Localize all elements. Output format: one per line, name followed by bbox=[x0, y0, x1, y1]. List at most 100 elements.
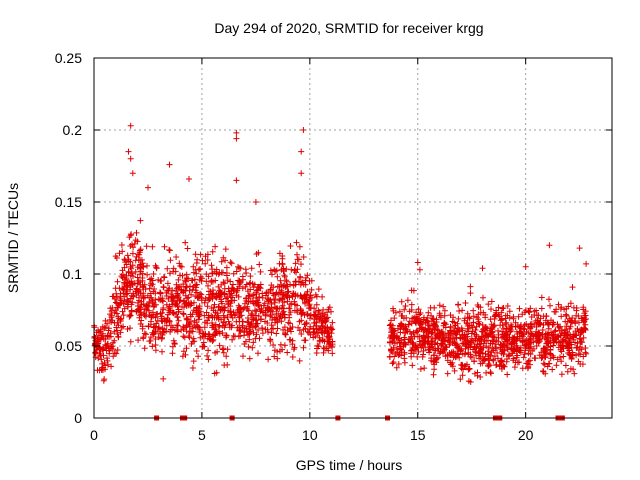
data-point bbox=[212, 349, 219, 356]
data-point bbox=[268, 329, 275, 336]
y-tick-label: 0.15 bbox=[55, 194, 82, 210]
data-point bbox=[99, 323, 106, 330]
data-point bbox=[269, 308, 276, 315]
data-point bbox=[250, 339, 257, 346]
data-point bbox=[279, 295, 286, 302]
data-point bbox=[202, 331, 209, 338]
data-point bbox=[583, 350, 590, 357]
data-point bbox=[319, 293, 326, 300]
data-point bbox=[575, 358, 582, 365]
data-point bbox=[491, 313, 498, 320]
data-point bbox=[425, 326, 432, 333]
data-point bbox=[255, 249, 262, 256]
data-point bbox=[210, 304, 217, 311]
data-point bbox=[183, 315, 190, 322]
data-point bbox=[566, 335, 573, 342]
data-point bbox=[484, 327, 490, 334]
data-point bbox=[307, 312, 314, 319]
data-point bbox=[487, 352, 494, 359]
data-point bbox=[516, 305, 523, 312]
data-point bbox=[536, 338, 543, 345]
data-point bbox=[160, 375, 167, 382]
data-point bbox=[447, 312, 454, 319]
data-point bbox=[178, 263, 185, 270]
data-point bbox=[219, 330, 226, 336]
data-point bbox=[430, 371, 437, 378]
outlier-point bbox=[233, 129, 240, 136]
data-point bbox=[197, 327, 204, 333]
data-point bbox=[566, 351, 573, 358]
data-point bbox=[502, 315, 509, 322]
data-point bbox=[409, 339, 416, 346]
data-point bbox=[268, 322, 275, 329]
data-point bbox=[185, 294, 192, 301]
data-point bbox=[578, 329, 584, 336]
data-point bbox=[304, 310, 310, 317]
data-point bbox=[440, 338, 447, 344]
data-point bbox=[125, 268, 132, 275]
data-point bbox=[546, 296, 552, 303]
data-point bbox=[263, 289, 270, 296]
data-point bbox=[414, 353, 421, 360]
data-point bbox=[525, 350, 532, 357]
data-point bbox=[205, 282, 211, 289]
data-point bbox=[444, 370, 451, 377]
data-point bbox=[159, 348, 165, 355]
data-point bbox=[289, 354, 296, 360]
data-point bbox=[117, 295, 124, 302]
data-point bbox=[562, 318, 569, 325]
data-point bbox=[137, 268, 144, 275]
data-point bbox=[433, 333, 440, 339]
data-point bbox=[124, 252, 131, 259]
data-point bbox=[168, 298, 175, 305]
data-point bbox=[440, 322, 447, 329]
data-point bbox=[451, 338, 458, 345]
data-point bbox=[311, 311, 318, 318]
data-point bbox=[555, 323, 562, 330]
outlier-point bbox=[252, 199, 259, 205]
data-point bbox=[163, 293, 170, 299]
data-point bbox=[256, 294, 263, 301]
data-point bbox=[230, 332, 237, 339]
data-point bbox=[527, 324, 533, 331]
data-point bbox=[195, 353, 202, 360]
data-point bbox=[497, 344, 504, 351]
data-point bbox=[436, 350, 443, 357]
data-point bbox=[241, 329, 248, 336]
outlier-point bbox=[127, 122, 134, 129]
data-point bbox=[574, 325, 581, 332]
data-point bbox=[416, 311, 423, 318]
data-point bbox=[257, 316, 264, 323]
data-point bbox=[234, 324, 241, 331]
data-point bbox=[545, 325, 552, 332]
data-point bbox=[140, 284, 147, 291]
data-point bbox=[321, 345, 328, 352]
data-point bbox=[254, 286, 261, 293]
data-point bbox=[205, 273, 212, 280]
data-point bbox=[227, 278, 234, 285]
data-point bbox=[116, 250, 123, 257]
data-point bbox=[455, 342, 461, 349]
data-point bbox=[506, 314, 513, 321]
data-point bbox=[549, 366, 556, 373]
data-point bbox=[271, 353, 278, 360]
data-point bbox=[475, 311, 482, 318]
data-point bbox=[146, 338, 153, 345]
data-point bbox=[505, 325, 512, 332]
data-point bbox=[136, 249, 143, 256]
data-point bbox=[495, 327, 501, 334]
data-point bbox=[186, 334, 193, 341]
data-point bbox=[286, 336, 293, 343]
data-point bbox=[562, 362, 569, 369]
data-point bbox=[393, 334, 400, 341]
data-point bbox=[139, 283, 146, 290]
data-point bbox=[271, 299, 278, 306]
data-point bbox=[302, 325, 309, 332]
data-point bbox=[262, 307, 269, 314]
data-point bbox=[229, 285, 236, 292]
data-point bbox=[218, 289, 225, 296]
data-point bbox=[198, 291, 205, 298]
data-point bbox=[320, 349, 327, 356]
data-point bbox=[283, 293, 290, 300]
data-point bbox=[554, 356, 561, 363]
